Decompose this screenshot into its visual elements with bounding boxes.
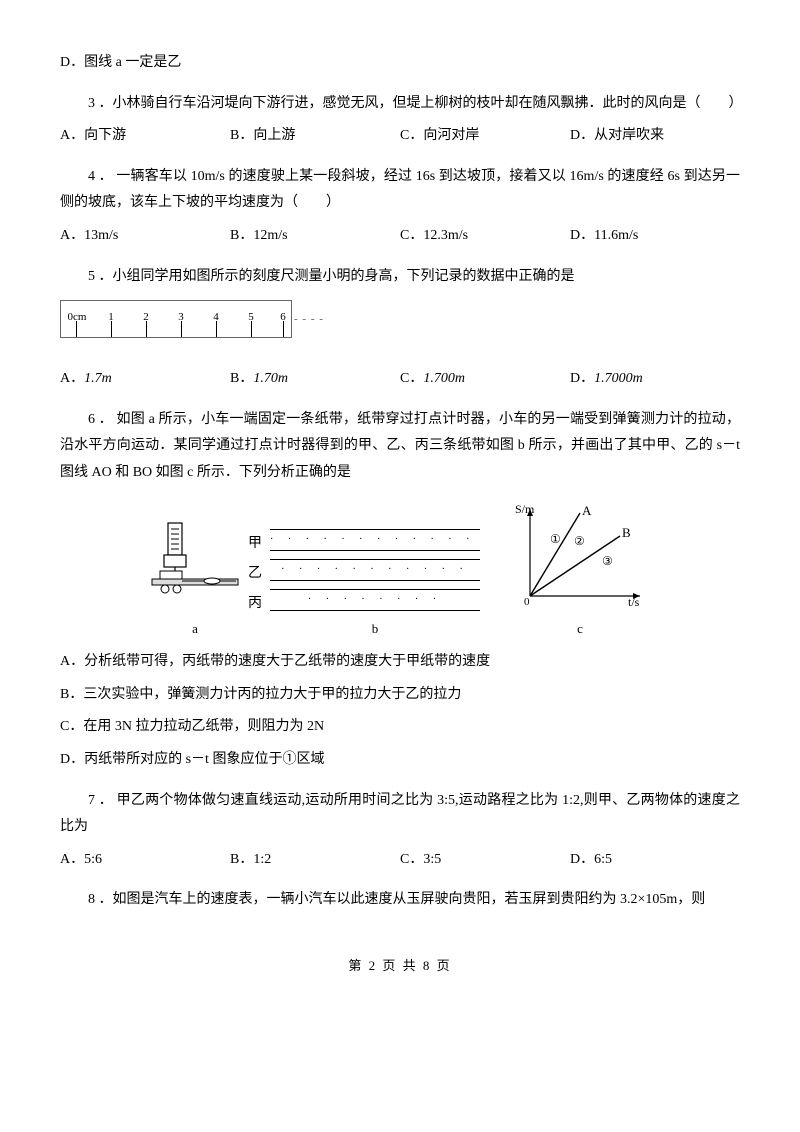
q4-opt-d: D．11.6m/s [570,223,740,250]
q4-opt-c: C．12.3m/s [400,223,570,250]
q7-opt-c: C．3:5 [400,847,570,874]
q6-opt-a: A．分析纸带可得，丙纸带的速度大于乙纸带的速度大于甲纸带的速度 [60,649,740,676]
graph-icon: S/m t/s 0 A B ① ② ③ [510,501,650,611]
q4-stem: 4 ． 一辆客车以 10m/s 的速度驶上某一段斜坡，经过 16s 到达坡顶，接… [60,164,740,217]
q4-opt-b: B．12m/s [230,223,400,250]
svg-text:0: 0 [524,596,530,608]
q3-opt-b: B．向上游 [230,123,400,150]
q7-opt-a: A．5:6 [60,847,230,874]
q7-options: A．5:6 B．1:2 C．3:5 D．6:5 [60,847,740,874]
ruler-label-0: 0cm [68,307,87,328]
svg-text:A: A [582,503,592,518]
q7-opt-b: B．1:2 [230,847,400,874]
page: D．图线 a 一定是乙 3 ．小林骑自行车沿河堤向下游行进，感觉无风，但堤上柳树… [0,0,800,1009]
svg-text:t/s: t/s [628,595,640,609]
q4-options: A．13m/s B．12m/s C．12.3m/s D．11.6m/s [60,223,740,250]
q6-figure: a 甲· · · · · · · · · · · · · · · · 乙· · … [60,501,740,642]
svg-text:S/m: S/m [515,502,535,516]
fig6-label-a: a [150,617,240,642]
q6-opt-d: D．丙纸带所对应的 s－t 图象应位于①区域 [60,747,740,774]
q6-opt-b: B．三次实验中，弹簧测力计丙的拉力大于甲的拉力大于乙的拉力 [60,682,740,709]
q3-opt-d: D．从对岸吹来 [570,123,740,150]
q5-opt-b: B．1.70m [230,366,400,393]
q6-stem: 6 ． 如图 a 所示，小车一端固定一条纸带，纸带穿过打点计时器，小车的另一端受… [60,407,740,487]
q4-opt-a: A．13m/s [60,223,230,250]
tapes-icon: 甲· · · · · · · · · · · · · · · · 乙· · · … [270,529,480,611]
q5-opt-d: D．1.7000m [570,366,740,393]
q5-opt-c: C．1.700m [400,366,570,393]
q6-options: A．分析纸带可得，丙纸带的速度大于乙纸带的速度大于甲纸带的速度 B．三次实验中，… [60,649,740,773]
q3-stem: 3 ．小林骑自行车沿河堤向下游行进，感觉无风，但堤上柳树的枝叶却在随风飘拂．此时… [60,91,740,118]
q5-opt-a: A．1.7m [60,366,230,393]
q7-stem: 7 ． 甲乙两个物体做匀速直线运动,运动所用时间之比为 3:5,运动路程之比为 … [60,788,740,841]
q8-stem: 8 ．如图是汽车上的速度表，一辆小汽车以此速度从玉屏驶向贵阳，若玉屏到贵阳约为 … [60,887,740,914]
svg-text:B: B [622,525,631,540]
ruler-figure: 0cm 1 2 3 4 5 6 - - - - [60,290,740,348]
q5-options: A．1.7m B．1.70m C．1.700m D．1.7000m [60,366,740,393]
q3-opt-a: A．向下游 [60,123,230,150]
device-icon [150,521,240,611]
ruler-icon: 0cm 1 2 3 4 5 6 [60,300,292,338]
page-footer: 第 2 页 共 8 页 [60,954,740,979]
fig6-label-b: b [270,617,480,642]
q3-opt-c: C．向河对岸 [400,123,570,150]
q7-opt-d: D．6:5 [570,847,740,874]
ruler-dash-icon: - - - - [294,309,324,330]
q6-opt-c: C．在用 3N 拉力拉动乙纸带，则阻力为 2N [60,714,740,741]
q3-options: A．向下游 B．向上游 C．向河对岸 D．从对岸吹来 [60,123,740,150]
fig6-label-c: c [510,617,650,642]
fig6-c: S/m t/s 0 A B ① ② ③ c [510,501,650,642]
q2-option-d: D．图线 a 一定是乙 [60,50,740,77]
svg-text:②: ② [574,534,585,548]
q5-stem: 5 ．小组同学用如图所示的刻度尺测量小明的身高，下列记录的数据中正确的是 [60,264,740,291]
svg-text:③: ③ [602,554,613,568]
svg-text:①: ① [550,532,561,546]
fig6-b: 甲· · · · · · · · · · · · · · · · 乙· · · … [270,529,480,642]
fig6-a: a [150,521,240,642]
